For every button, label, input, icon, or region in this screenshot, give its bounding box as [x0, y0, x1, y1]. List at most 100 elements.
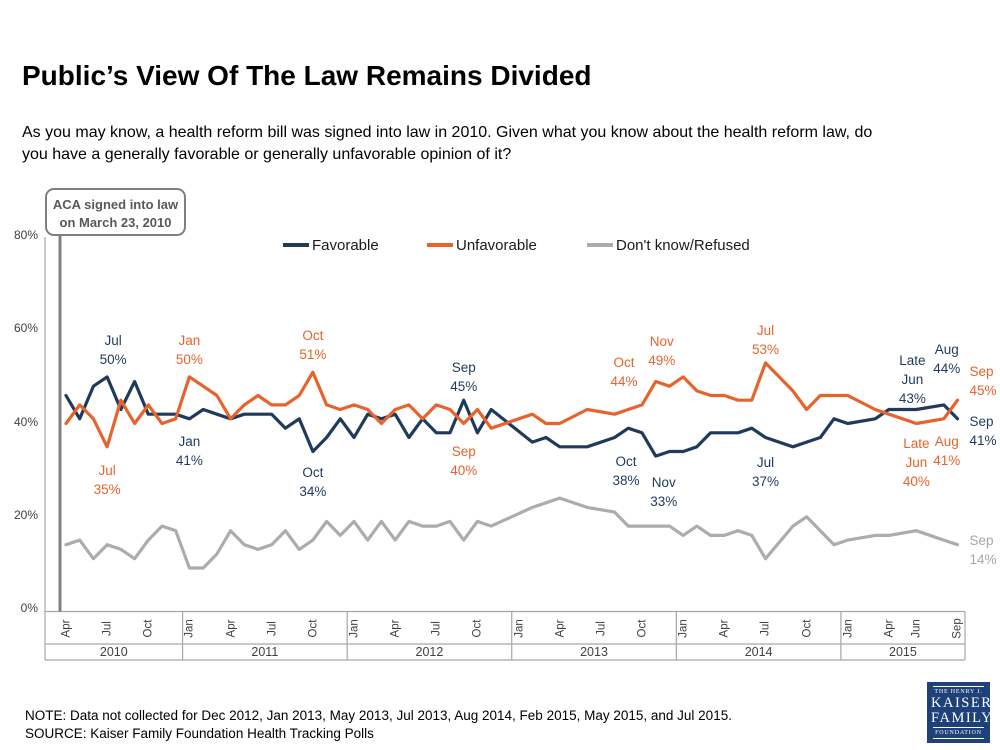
year-label: 2014 [744, 645, 773, 659]
series-line-don-t-know-refused [64, 496, 960, 570]
month-tick-label: Jan [677, 619, 690, 638]
legend-label-dontknow: Don't know/Refused [616, 236, 750, 254]
data-point-label: Jul 53% [733, 321, 797, 359]
year-label: 2015 [889, 645, 917, 659]
month-tick-label: Jul [265, 621, 278, 636]
year-label: 2013 [580, 645, 608, 659]
data-point-label-line: 44% [933, 360, 961, 376]
month-tick-label: Jan [348, 619, 360, 638]
survey-question: As you may know, a health reform bill wa… [22, 122, 990, 166]
data-point-label-line: Aug [934, 341, 959, 357]
legend-item-dontknow: Don't know/Refused [587, 236, 750, 254]
data-point-label-line: 33% [650, 494, 678, 510]
data-point-label-line: Jan [178, 332, 201, 348]
aca-annotation-line2: on March 23, 2010 [59, 215, 172, 230]
month-tick-label: Jun [910, 619, 923, 638]
data-point-label-line: Jul [104, 332, 122, 348]
month-tick-label: Jul [594, 621, 607, 636]
kff-logo-rule-mid [933, 727, 984, 728]
kff-logo-family: FAMILY [931, 710, 994, 726]
data-point-label: Oct 44% [592, 353, 656, 391]
month-tick-label: Jan [183, 619, 196, 638]
data-point-label-line: Sep [451, 443, 476, 459]
data-point-label-line: 43% [898, 390, 926, 406]
y-axis-label: 20% [13, 507, 38, 522]
data-point-label: Sep 45% [969, 362, 1000, 400]
data-point-label: Jul 37% [733, 453, 797, 491]
data-point-label-line: 40% [902, 473, 930, 489]
dontknow-line-swatch [587, 243, 613, 247]
data-point-label: Oct 34% [281, 463, 345, 501]
kff-logo-kaiser: KAISER [931, 695, 993, 711]
data-point-label: Oct 38% [594, 452, 658, 490]
data-point-label-line: Jul [756, 322, 775, 338]
month-tick-label: Oct [306, 619, 319, 638]
y-axis-label: 60% [13, 321, 38, 336]
data-point-label-line: 49% [648, 352, 676, 368]
data-point-label: Jan 41% [157, 432, 221, 470]
legend-item-favorable: Favorable [283, 236, 379, 254]
month-tick-label: Oct [142, 619, 155, 638]
source-text: SOURCE: Kaiser Family Foundation Health … [25, 725, 374, 741]
unfavorable-line-swatch [427, 243, 453, 247]
data-point-label: Jan 50% [157, 331, 221, 369]
data-point-label-line: Sep [969, 532, 994, 548]
data-point-label-line: Nov [651, 475, 676, 491]
data-point-label-line: Sep [969, 364, 994, 380]
data-point-label: Sep 40% [432, 442, 496, 480]
data-point-label-line: Jun [901, 371, 924, 387]
aca-annotation-line1: ACA signed into law [52, 197, 179, 212]
data-point-label-line: Late [903, 435, 930, 451]
data-point-label-line: Late [899, 352, 926, 368]
kff-logo-henry-j: THE HENRY J. [934, 689, 983, 695]
data-point-label-line: Jul [756, 455, 775, 471]
data-point-label-line: 53% [751, 341, 779, 357]
series-line-unfavorable [64, 361, 960, 449]
month-tick-label: Jul [430, 621, 443, 636]
data-point-label-line: 38% [612, 472, 640, 488]
month-tick-label: Oct [800, 619, 813, 638]
month-tick-label: Apr [60, 619, 72, 638]
data-point-label-line: 41% [175, 452, 203, 468]
month-tick-label: Apr [553, 619, 566, 638]
legend-label-unfavorable: Unfavorable [456, 236, 537, 254]
data-point-label-line: 40% [450, 462, 478, 478]
data-point-label-line: 14% [969, 551, 997, 567]
kff-logo-rule-bottom [933, 738, 984, 739]
data-point-label-line: 34% [299, 484, 327, 500]
data-point-label-line: 51% [299, 347, 327, 363]
month-tick-label: Sep [951, 618, 964, 639]
data-point-label: Sep 45% [432, 358, 496, 396]
legend-item-unfavorable: Unfavorable [427, 236, 537, 254]
year-label: 2011 [251, 645, 279, 659]
data-point-label-line: Jan [178, 433, 201, 449]
data-point-label: Nov 49% [630, 332, 694, 370]
month-tick-label: Apr [389, 619, 402, 638]
data-point-label: Late Jun 43% [880, 351, 944, 408]
month-tick-label: Jul [759, 621, 772, 636]
data-point-label-line: Jun [905, 454, 928, 470]
kff-logo-foundation: FOUNDATION [935, 730, 982, 736]
data-point-label-line: Oct [302, 328, 324, 344]
data-point-label-line: 45% [450, 379, 478, 395]
month-tick-label: Oct [471, 619, 484, 638]
data-point-label-line: Oct [615, 453, 637, 469]
data-point-label-line: 50% [175, 351, 203, 367]
data-point-label-line: 41% [933, 452, 961, 468]
data-point-label: Nov 33% [632, 473, 696, 511]
data-point-label-line: 41% [969, 432, 997, 448]
data-point-label-line: 45% [969, 383, 997, 399]
aca-annotation-callout: ACA signed into law on March 23, 2010 [45, 188, 186, 236]
kff-logo-rule-top [933, 686, 984, 687]
legend-label-favorable: Favorable [312, 236, 379, 254]
month-tick-label: Jan [512, 619, 525, 638]
data-point-label-line: Nov [649, 333, 674, 349]
data-point-label-line: 44% [610, 373, 638, 389]
data-point-label: Sep 14% [969, 531, 1000, 569]
data-point-label: Aug 41% [915, 432, 979, 470]
kff-logo: THE HENRY J. KAISER FAMILY FOUNDATION [927, 682, 994, 743]
survey-question-line1: As you may know, a health reform bill wa… [22, 124, 873, 141]
